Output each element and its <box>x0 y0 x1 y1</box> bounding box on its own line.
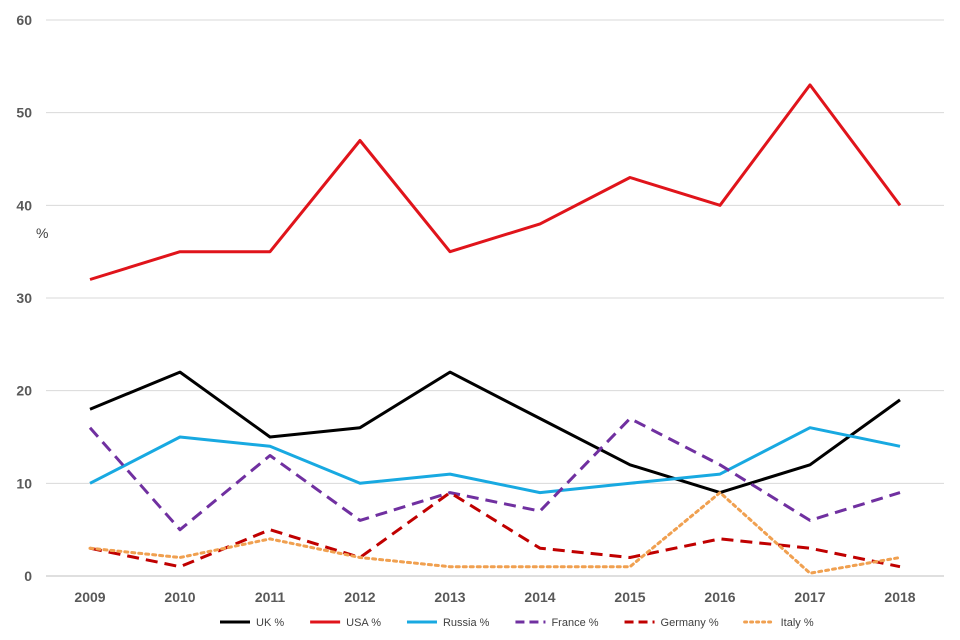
x-axis-ticks: 2009 2010 2011 2012 2013 2014 2015 2016 2017 2018 <box>74 589 915 605</box>
series-line-russia <box>89 426 901 495</box>
x-tick-label: 2012 <box>344 589 375 605</box>
series-line-italy <box>88 491 902 575</box>
y-tick-label: 60 <box>16 12 32 28</box>
legend-label-france: France % <box>551 617 598 629</box>
y-tick-label: 40 <box>16 197 32 213</box>
gridlines <box>46 19 944 577</box>
x-tick-label: 2011 <box>255 589 286 605</box>
y-axis-title: % <box>36 225 48 241</box>
series-line-usa <box>89 83 902 281</box>
series-line-france <box>88 417 901 532</box>
x-tick-label: 2015 <box>614 589 645 605</box>
legend-label-germany: Germany % <box>661 617 719 629</box>
y-tick-label: 30 <box>16 290 32 306</box>
x-tick-label: 2016 <box>704 589 735 605</box>
y-tick-label: 0 <box>24 568 32 584</box>
y-tick-label: 20 <box>16 383 32 399</box>
series-lines <box>88 83 902 575</box>
x-tick-label: 2013 <box>434 589 465 605</box>
legend-label-russia: Russia % <box>443 617 490 629</box>
y-tick-label: 50 <box>16 105 32 121</box>
x-tick-label: 2010 <box>164 589 195 605</box>
legend-label-italy: Italy % <box>781 617 814 629</box>
x-tick-label: 2017 <box>794 589 825 605</box>
legend-label-usa: USA % <box>346 617 381 629</box>
y-axis-ticks: 0 10 20 30 40 50 60 <box>16 12 32 584</box>
x-tick-label: 2014 <box>524 589 555 605</box>
series-line-uk <box>89 370 901 495</box>
legend: UK % USA % Russia % France % Germany % Italy … <box>220 617 814 629</box>
x-tick-label: 2018 <box>884 589 915 605</box>
y-tick-label: 10 <box>16 475 32 491</box>
legend-label-uk: UK % <box>256 617 284 629</box>
x-tick-label: 2009 <box>74 589 105 605</box>
